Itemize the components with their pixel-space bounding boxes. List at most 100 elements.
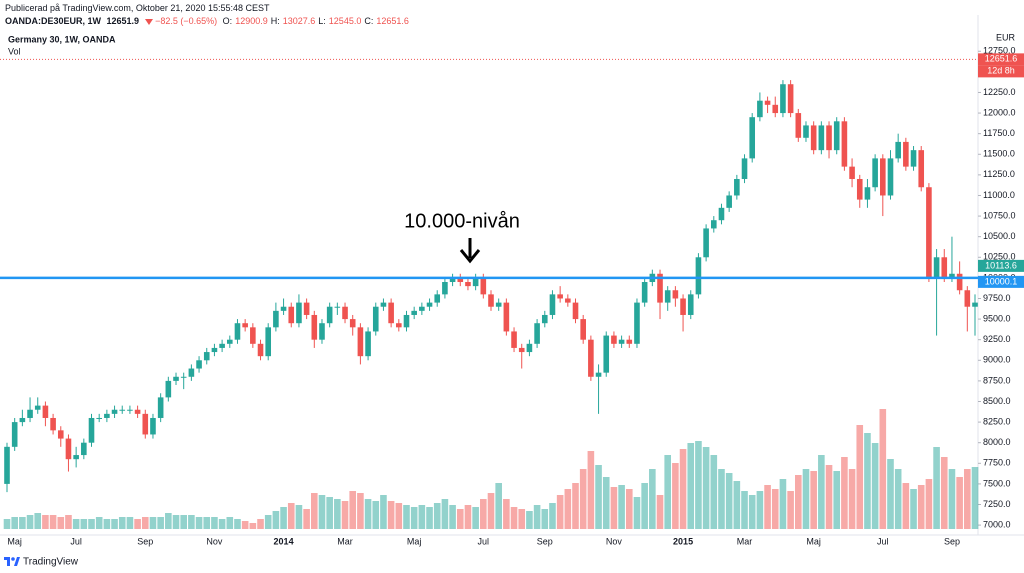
candle-body <box>4 446 10 484</box>
y-tick-label: 9000.0 <box>983 355 1011 365</box>
candle-body <box>734 178 740 196</box>
volume-bar <box>549 503 556 529</box>
candle-body <box>203 352 210 361</box>
volume-bar <box>718 469 725 529</box>
volume-bar <box>902 483 910 529</box>
volume-bar <box>940 457 948 529</box>
candle-body <box>150 417 156 435</box>
candle-body <box>949 273 955 278</box>
candle-body <box>595 372 602 377</box>
volume-bar <box>879 409 887 529</box>
x-tick-label: Mar <box>737 536 753 546</box>
volume-bar <box>226 517 234 529</box>
brand-logo <box>4 557 20 566</box>
volume-bar <box>487 493 495 529</box>
candle-body <box>787 84 794 114</box>
x-tick-label: Sep <box>137 536 153 546</box>
candle-body <box>111 409 118 414</box>
candle-body <box>73 455 79 460</box>
volume-bar <box>541 509 549 529</box>
candle-body <box>664 290 671 303</box>
volume-bar <box>518 509 526 529</box>
y-tick-label: 7250.0 <box>983 499 1011 509</box>
x-tick-label: Sep <box>537 536 553 546</box>
volume-bar <box>326 497 333 529</box>
candle-body <box>780 84 786 114</box>
volume-bar <box>272 511 280 529</box>
price-tag <box>978 53 1024 66</box>
candle-body <box>19 417 26 423</box>
volume-bar <box>180 515 187 529</box>
candle-body <box>534 323 540 344</box>
candle-body <box>687 294 694 315</box>
candle-body <box>27 409 33 418</box>
volume-bar <box>633 497 641 529</box>
volume-bar <box>42 515 49 529</box>
volume-bar <box>871 443 879 529</box>
candle-body <box>956 273 963 291</box>
volume-bar <box>311 493 318 529</box>
currency-label: EUR <box>996 32 1016 42</box>
candle-body <box>165 380 172 398</box>
candle-body <box>403 314 410 328</box>
candle-body <box>495 302 502 307</box>
candle-body <box>634 302 640 344</box>
candle-body <box>657 273 663 303</box>
annotation: 10.000-nivån <box>404 210 520 232</box>
candle-body <box>841 121 848 167</box>
candle-body <box>65 438 72 460</box>
x-tick-label: Jul <box>478 536 490 546</box>
candle-body <box>910 150 917 167</box>
x-tick-label: Nov <box>606 536 623 546</box>
volume-bar <box>111 519 118 529</box>
volume-bar <box>456 509 464 529</box>
volume-bar <box>825 465 833 529</box>
volume-bar <box>956 477 963 529</box>
volume-bar <box>672 463 679 529</box>
candle-body <box>180 376 187 378</box>
candle-body <box>134 409 141 414</box>
candle-body <box>257 343 264 357</box>
candle-body <box>872 158 878 188</box>
y-tick-label: 10750.0 <box>983 210 1016 220</box>
candle-body <box>365 331 371 357</box>
volume-bar <box>357 493 364 529</box>
candle-body <box>419 306 425 311</box>
candle-body <box>242 323 248 328</box>
candle-body <box>680 298 686 315</box>
volume-bar <box>802 469 810 529</box>
candle-body <box>572 302 579 320</box>
y-tick-label: 12250.0 <box>983 87 1016 97</box>
price-tag <box>978 275 1024 288</box>
volume-bar <box>88 519 95 529</box>
volume-bar <box>864 433 871 529</box>
candle-body <box>119 409 126 411</box>
y-tick-label: 7500.0 <box>983 478 1011 488</box>
candle-body <box>618 339 625 344</box>
ohlc-label: C: <box>364 16 374 26</box>
candle-body <box>42 405 49 418</box>
volume-bar <box>149 517 157 529</box>
ohlc-label: O: <box>222 16 233 26</box>
annotation-arrow <box>459 238 481 264</box>
y-tick-label: 9500.0 <box>983 313 1011 323</box>
volume-bar <box>380 495 387 529</box>
y-tick-label: 12750.0 <box>983 46 1016 56</box>
candle-body <box>933 257 940 278</box>
volume-bar <box>410 507 418 529</box>
volume-bar <box>587 451 595 529</box>
volume-bar <box>848 469 856 529</box>
volume-bar <box>917 485 925 529</box>
candle-body <box>895 141 901 159</box>
published-line: Publicerad på TradingView.com, Oktober 2… <box>5 3 270 13</box>
volume-bar <box>141 517 149 529</box>
volume-bar <box>241 521 249 529</box>
candle-body <box>104 413 110 418</box>
y-tick-label: 8500.0 <box>983 396 1011 406</box>
candle-body <box>288 306 295 324</box>
volume-bar <box>3 519 11 529</box>
volume-bar <box>948 469 956 529</box>
x-tick-label: Jul <box>877 536 889 546</box>
volume-bar <box>910 489 917 529</box>
candle-body <box>142 413 149 435</box>
